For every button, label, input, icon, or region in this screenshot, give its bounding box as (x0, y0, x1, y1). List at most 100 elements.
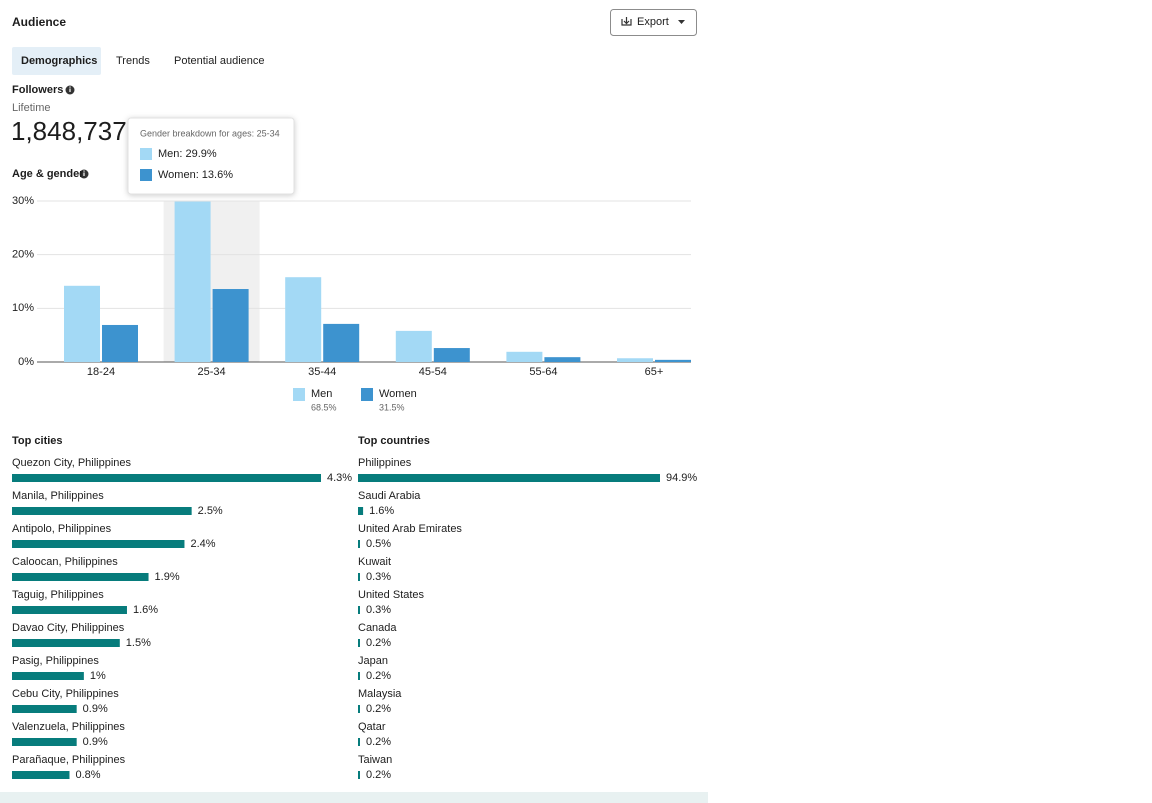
info-icon[interactable] (79, 169, 89, 179)
tooltip: Gender breakdown for ages: 25-34 Men: 29… (127, 117, 295, 195)
row-label: Manila, Philippines (12, 490, 104, 502)
row-label: Valenzuela, Philippines (12, 721, 125, 733)
row-label: United States (358, 589, 425, 601)
bar (433, 348, 470, 362)
y-tick-label: 10% (12, 302, 34, 314)
bar (358, 540, 360, 548)
tab[interactable]: Trends (116, 55, 150, 67)
row-label: Kuwait (358, 556, 391, 568)
tooltip-box (127, 117, 295, 195)
x-tick-label: 25-34 (198, 366, 226, 378)
y-tick-label: 20% (12, 249, 34, 261)
legend-swatch (293, 388, 305, 401)
bar (12, 672, 84, 680)
row-label: Cebu City, Philippines (12, 688, 119, 700)
bar (174, 201, 211, 362)
value-label: 0.2% (366, 670, 391, 682)
x-tick-label: 18-24 (87, 366, 115, 378)
export-label[interactable]: Export (637, 16, 669, 28)
legend-label: Women (379, 388, 417, 400)
value-label: 1% (90, 670, 106, 682)
bar (64, 285, 100, 362)
row-label: Philippines (358, 457, 412, 469)
legend-share: 68.5% (311, 402, 337, 412)
legend-share: 31.5% (379, 402, 405, 412)
value-label: 4.3% (327, 472, 352, 484)
row-label: Taguig, Philippines (12, 589, 104, 601)
value-label: 0.9% (83, 736, 108, 748)
bar (358, 738, 360, 746)
bar (12, 639, 120, 647)
bar (395, 330, 432, 362)
info-icon[interactable] (65, 85, 75, 95)
download-icon (621, 17, 632, 26)
bar (323, 323, 360, 362)
section-title: Top countries (358, 435, 430, 447)
export-button[interactable]: Export (610, 9, 697, 36)
value-label: 0.2% (366, 703, 391, 715)
page-title: Audience (12, 15, 66, 29)
bar (358, 573, 360, 581)
legend-swatch (361, 388, 373, 401)
bar (102, 324, 138, 362)
row-label: Pasig, Philippines (12, 655, 99, 667)
row-label: Japan (358, 655, 388, 667)
followers-total: 1,848,737 (11, 116, 127, 146)
value-label: 1.5% (126, 637, 151, 649)
value-label: 0.3% (366, 571, 391, 583)
tab[interactable]: Potential audience (174, 55, 265, 67)
value-label: 1.6% (369, 505, 394, 517)
followers-label: Followers (12, 84, 63, 96)
row-label: Davao City, Philippines (12, 622, 125, 634)
value-label: 2.4% (190, 538, 215, 550)
bar (358, 474, 660, 482)
row-label: Canada (358, 622, 397, 634)
bar (506, 351, 543, 362)
bar (12, 606, 127, 614)
tooltip-swatch (140, 148, 152, 160)
row-label: Taiwan (358, 754, 392, 766)
bar (655, 359, 691, 362)
bar (358, 507, 364, 515)
value-label: 0.5% (366, 538, 391, 550)
row-label: Qatar (358, 721, 386, 733)
value-label: 0.2% (366, 769, 391, 781)
bar (212, 289, 249, 362)
bar (358, 639, 360, 647)
bar (358, 705, 360, 713)
bar (358, 672, 360, 680)
value-label: 1.6% (133, 604, 158, 616)
row-label: Caloocan, Philippines (12, 556, 118, 568)
x-tick-label: 45-54 (419, 366, 447, 378)
export-box[interactable] (610, 9, 697, 36)
tooltip-item: Men: 29.9% (158, 148, 217, 160)
x-tick-label: 35-44 (308, 366, 336, 378)
value-label: 0.9% (83, 703, 108, 715)
bar (285, 277, 322, 362)
row-label: Saudi Arabia (358, 490, 421, 502)
bar (617, 358, 653, 362)
bar (544, 357, 581, 362)
tooltip-item: Women: 13.6% (158, 169, 233, 181)
tab[interactable]: Demographics (21, 55, 97, 67)
bar (12, 507, 192, 515)
value-label: 2.5% (198, 505, 223, 517)
section-title: Top cities (12, 435, 63, 447)
caret (678, 20, 685, 24)
charts: Age & gender 0% 10% 20% 30% 18-24 25-34 35-44 45… (12, 168, 697, 781)
tooltip-swatch (140, 169, 152, 181)
row-label: Malaysia (358, 688, 402, 700)
bar (12, 738, 77, 746)
value-label: 0.3% (366, 604, 391, 616)
row-label: Quezon City, Philippines (12, 457, 132, 469)
x-tick-label: 65+ (645, 366, 664, 378)
chart-title: Age & gender (12, 168, 84, 180)
row-label: United Arab Emirates (358, 523, 462, 535)
value-label: 94.9% (666, 472, 697, 484)
followers-period: Lifetime (12, 102, 51, 114)
bar (12, 771, 70, 779)
value-label: 1.9% (155, 571, 180, 583)
row-label: Parañaque, Philippines (12, 754, 126, 766)
